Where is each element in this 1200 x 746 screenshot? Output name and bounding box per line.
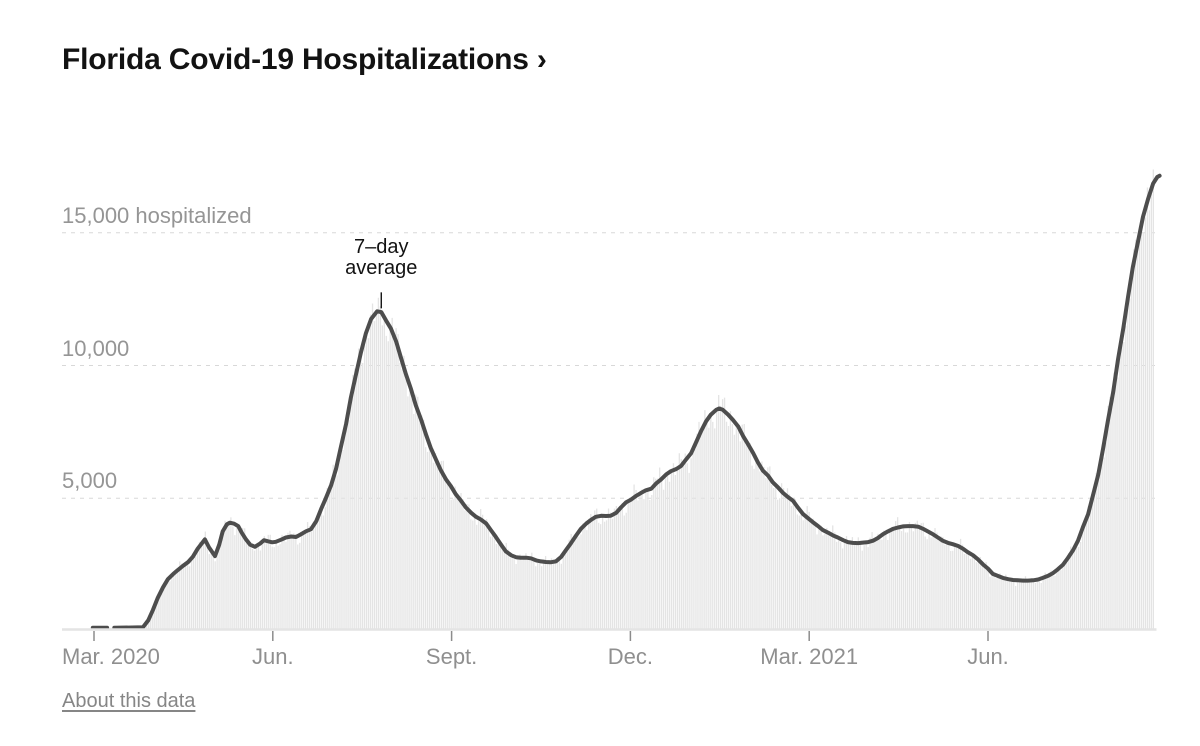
chart-title-link[interactable]: Florida Covid-19 Hospitalizations › (62, 43, 547, 76)
daily-bars (94, 169, 1154, 629)
y-axis-label: 5,000 (62, 468, 118, 494)
annotation-line2: average (345, 257, 418, 280)
y-axis-label: 10,000 (62, 335, 130, 361)
x-axis-label: Mar. 2021 (760, 644, 859, 669)
x-axis-label: Dec. (607, 644, 654, 669)
gridlines (62, 232, 1157, 499)
x-axis (62, 628, 1157, 641)
x-axis-label: Jun. (252, 644, 294, 669)
about-this-data-link[interactable]: About this data (62, 690, 196, 712)
annotation-7day-average: 7–day average (345, 237, 417, 279)
y-axis-label: 15,000 hospitalized (62, 202, 252, 228)
annotation-line1: 7–day (354, 236, 409, 259)
avg-line (90, 173, 1162, 630)
x-axis-label: Sept. (425, 644, 478, 669)
x-axis-label: Mar. 2020 (62, 644, 160, 669)
x-axis-label: Jun. (967, 644, 1009, 669)
